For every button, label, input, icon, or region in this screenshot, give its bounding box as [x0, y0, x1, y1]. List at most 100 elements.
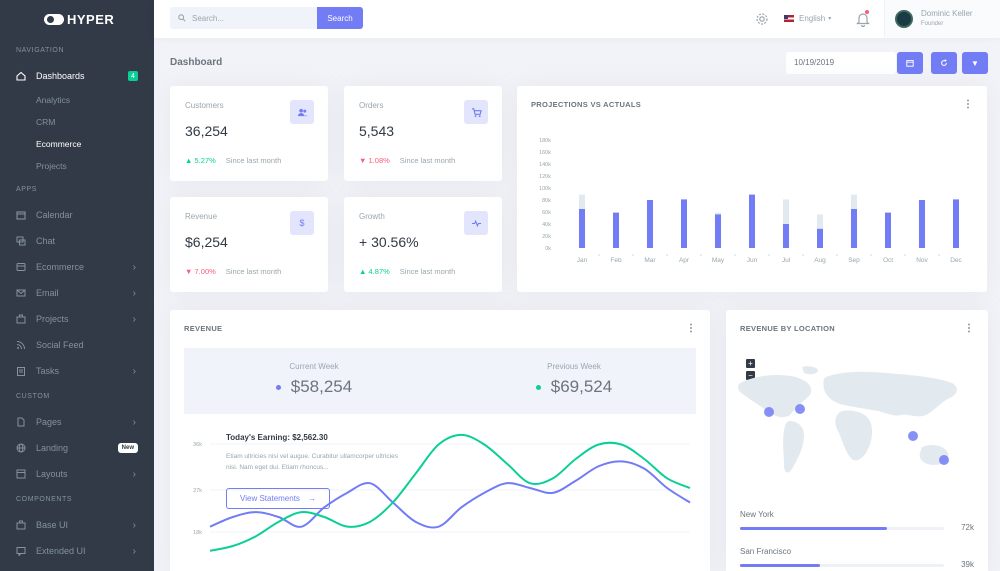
- caret-down-icon: ▼: [971, 58, 979, 68]
- map-marker-singapore[interactable]: [908, 431, 918, 441]
- search-placeholder: Search...: [192, 13, 225, 23]
- more-options-icon[interactable]: ⋮: [964, 323, 974, 334]
- y-tick-label: 160k: [539, 150, 551, 156]
- y-tick-label: 40k: [542, 222, 551, 228]
- previous-week-dot: [535, 384, 541, 390]
- sidebar-item-projects[interactable]: Projects ›: [0, 306, 154, 332]
- sidebar-subitem-crm[interactable]: CRM: [36, 117, 56, 127]
- bar-actual[interactable]: [681, 199, 687, 248]
- sidebar-item-chat[interactable]: Chat: [0, 228, 154, 254]
- sidebar-item-social-feed[interactable]: Social Feed: [0, 332, 154, 358]
- location-value: 39k: [961, 560, 974, 569]
- line-series[interactable]: [209, 460, 691, 529]
- sidebar-item-calendar[interactable]: Calendar: [0, 202, 154, 228]
- bar-actual[interactable]: [919, 200, 925, 248]
- chat-icon: [16, 236, 26, 246]
- map-region-south-america: [783, 421, 804, 473]
- sidebar-item-tasks[interactable]: Tasks ›: [0, 358, 154, 384]
- calendar-button[interactable]: [897, 52, 923, 74]
- logo-mark-icon: [44, 13, 64, 25]
- map-marker-sydney[interactable]: [939, 455, 949, 465]
- search-button[interactable]: Search: [317, 7, 363, 29]
- map-marker-san-francisco[interactable]: [795, 404, 805, 414]
- sidebar-item-base-ui[interactable]: Base UI ›: [0, 512, 154, 538]
- bar-actual[interactable]: [953, 199, 959, 248]
- previous-week-summary: Previous Week $69,524: [484, 362, 664, 397]
- y-tick-label: 140k: [539, 162, 551, 168]
- bar-actual[interactable]: [749, 194, 755, 248]
- y-tick-label: 80k: [542, 198, 551, 204]
- stat-since-label: Since last month: [225, 156, 282, 165]
- location-value: 72k: [961, 523, 974, 532]
- chevron-right-icon: ›: [132, 313, 136, 325]
- bar-actual[interactable]: [885, 212, 891, 248]
- date-input[interactable]: 10/19/2019: [786, 52, 896, 74]
- sidebar-item-pages[interactable]: Pages ›: [0, 409, 154, 435]
- view-statements-label: View Statements: [240, 494, 300, 503]
- bar-actual[interactable]: [817, 228, 823, 248]
- y-tick-label: 100k: [539, 186, 551, 192]
- stat-change-value: 1.08%: [368, 156, 390, 165]
- arrow-up-icon: ▲: [185, 156, 195, 165]
- sidebar-item-email[interactable]: Email ›: [0, 280, 154, 306]
- user-profile-menu[interactable]: Dominic Keller Founder: [884, 0, 1000, 38]
- y-tick-label: 36k: [193, 442, 202, 448]
- location-name: New York: [740, 510, 774, 519]
- more-options-icon[interactable]: ⋮: [686, 323, 696, 334]
- stat-value: + 30.56%: [359, 234, 419, 250]
- search-input[interactable]: Search...: [170, 7, 318, 29]
- bar-actual[interactable]: [715, 214, 721, 248]
- calendar-icon: [906, 60, 914, 67]
- location-name: San Francisco: [740, 547, 792, 556]
- chevron-right-icon: ›: [132, 365, 136, 377]
- bell-icon[interactable]: [856, 11, 870, 27]
- sidebar-item-layouts[interactable]: Layouts ›: [0, 461, 154, 487]
- sidebar-item-extended-ui[interactable]: Extended UI ›: [0, 538, 154, 564]
- x-tick-label: Sep: [848, 257, 860, 264]
- world-map[interactable]: [726, 355, 988, 495]
- current-week-label: Current Week: [289, 362, 339, 371]
- more-options-icon[interactable]: ⋮: [963, 99, 973, 110]
- current-week-value: $58,254: [290, 377, 353, 396]
- y-tick-label: 120k: [539, 174, 551, 180]
- nav-section-custom: CUSTOM: [16, 393, 50, 400]
- sidebar-item-label: Calendar: [36, 210, 73, 220]
- arrow-up-icon: ▲: [359, 267, 369, 276]
- gear-icon[interactable]: [755, 12, 769, 26]
- sidebar-subitem-projects[interactable]: Projects: [36, 161, 67, 171]
- nav-section-components: COMPONENTS: [16, 496, 73, 503]
- stat-change: ▼ 7.00% Since last month: [185, 267, 281, 276]
- chevron-right-icon: ›: [132, 416, 136, 428]
- stat-change: ▼ 1.08% Since last month: [359, 156, 455, 165]
- sidebar-item-dashboards[interactable]: Dashboards 4: [0, 63, 154, 89]
- view-statements-button[interactable]: View Statements →: [226, 488, 330, 509]
- previous-week-value: $69,524: [550, 377, 613, 396]
- sidebar-item-label: Layouts: [36, 469, 68, 479]
- zoom-out-button[interactable]: −: [746, 371, 755, 380]
- x-tick-label: Jun: [747, 257, 758, 264]
- refresh-button[interactable]: [931, 52, 957, 74]
- bar-actual[interactable]: [783, 224, 789, 248]
- dollar-icon: $: [290, 211, 314, 235]
- map-marker-new-york[interactable]: [764, 407, 774, 417]
- zoom-in-button[interactable]: +: [746, 359, 755, 368]
- bar-actual[interactable]: [579, 209, 585, 248]
- chevron-down-icon: ▾: [828, 16, 832, 22]
- chevron-right-icon: ›: [132, 468, 136, 480]
- filter-button[interactable]: ▼: [962, 52, 988, 74]
- bar-actual[interactable]: [851, 209, 857, 248]
- sidebar-item-landing[interactable]: Landing New: [0, 435, 154, 461]
- avatar: [895, 10, 913, 28]
- bar-actual[interactable]: [613, 212, 619, 248]
- y-tick-label: 180k: [539, 138, 551, 144]
- brand-logo[interactable]: HYPER: [0, 0, 154, 38]
- line-series[interactable]: [209, 433, 691, 552]
- language-selector[interactable]: English ▾: [784, 14, 831, 23]
- sidebar-subitem-analytics[interactable]: Analytics: [36, 95, 71, 105]
- sidebar-subitem-ecommerce[interactable]: Ecommerce: [36, 139, 82, 149]
- bar-projection[interactable]: [783, 199, 789, 248]
- copy-icon: [16, 417, 26, 427]
- stat-card-revenue: Revenue $6,254 ▼ 7.00% Since last month …: [170, 197, 328, 292]
- bar-actual[interactable]: [647, 200, 653, 248]
- sidebar-item-ecommerce[interactable]: Ecommerce ›: [0, 254, 154, 280]
